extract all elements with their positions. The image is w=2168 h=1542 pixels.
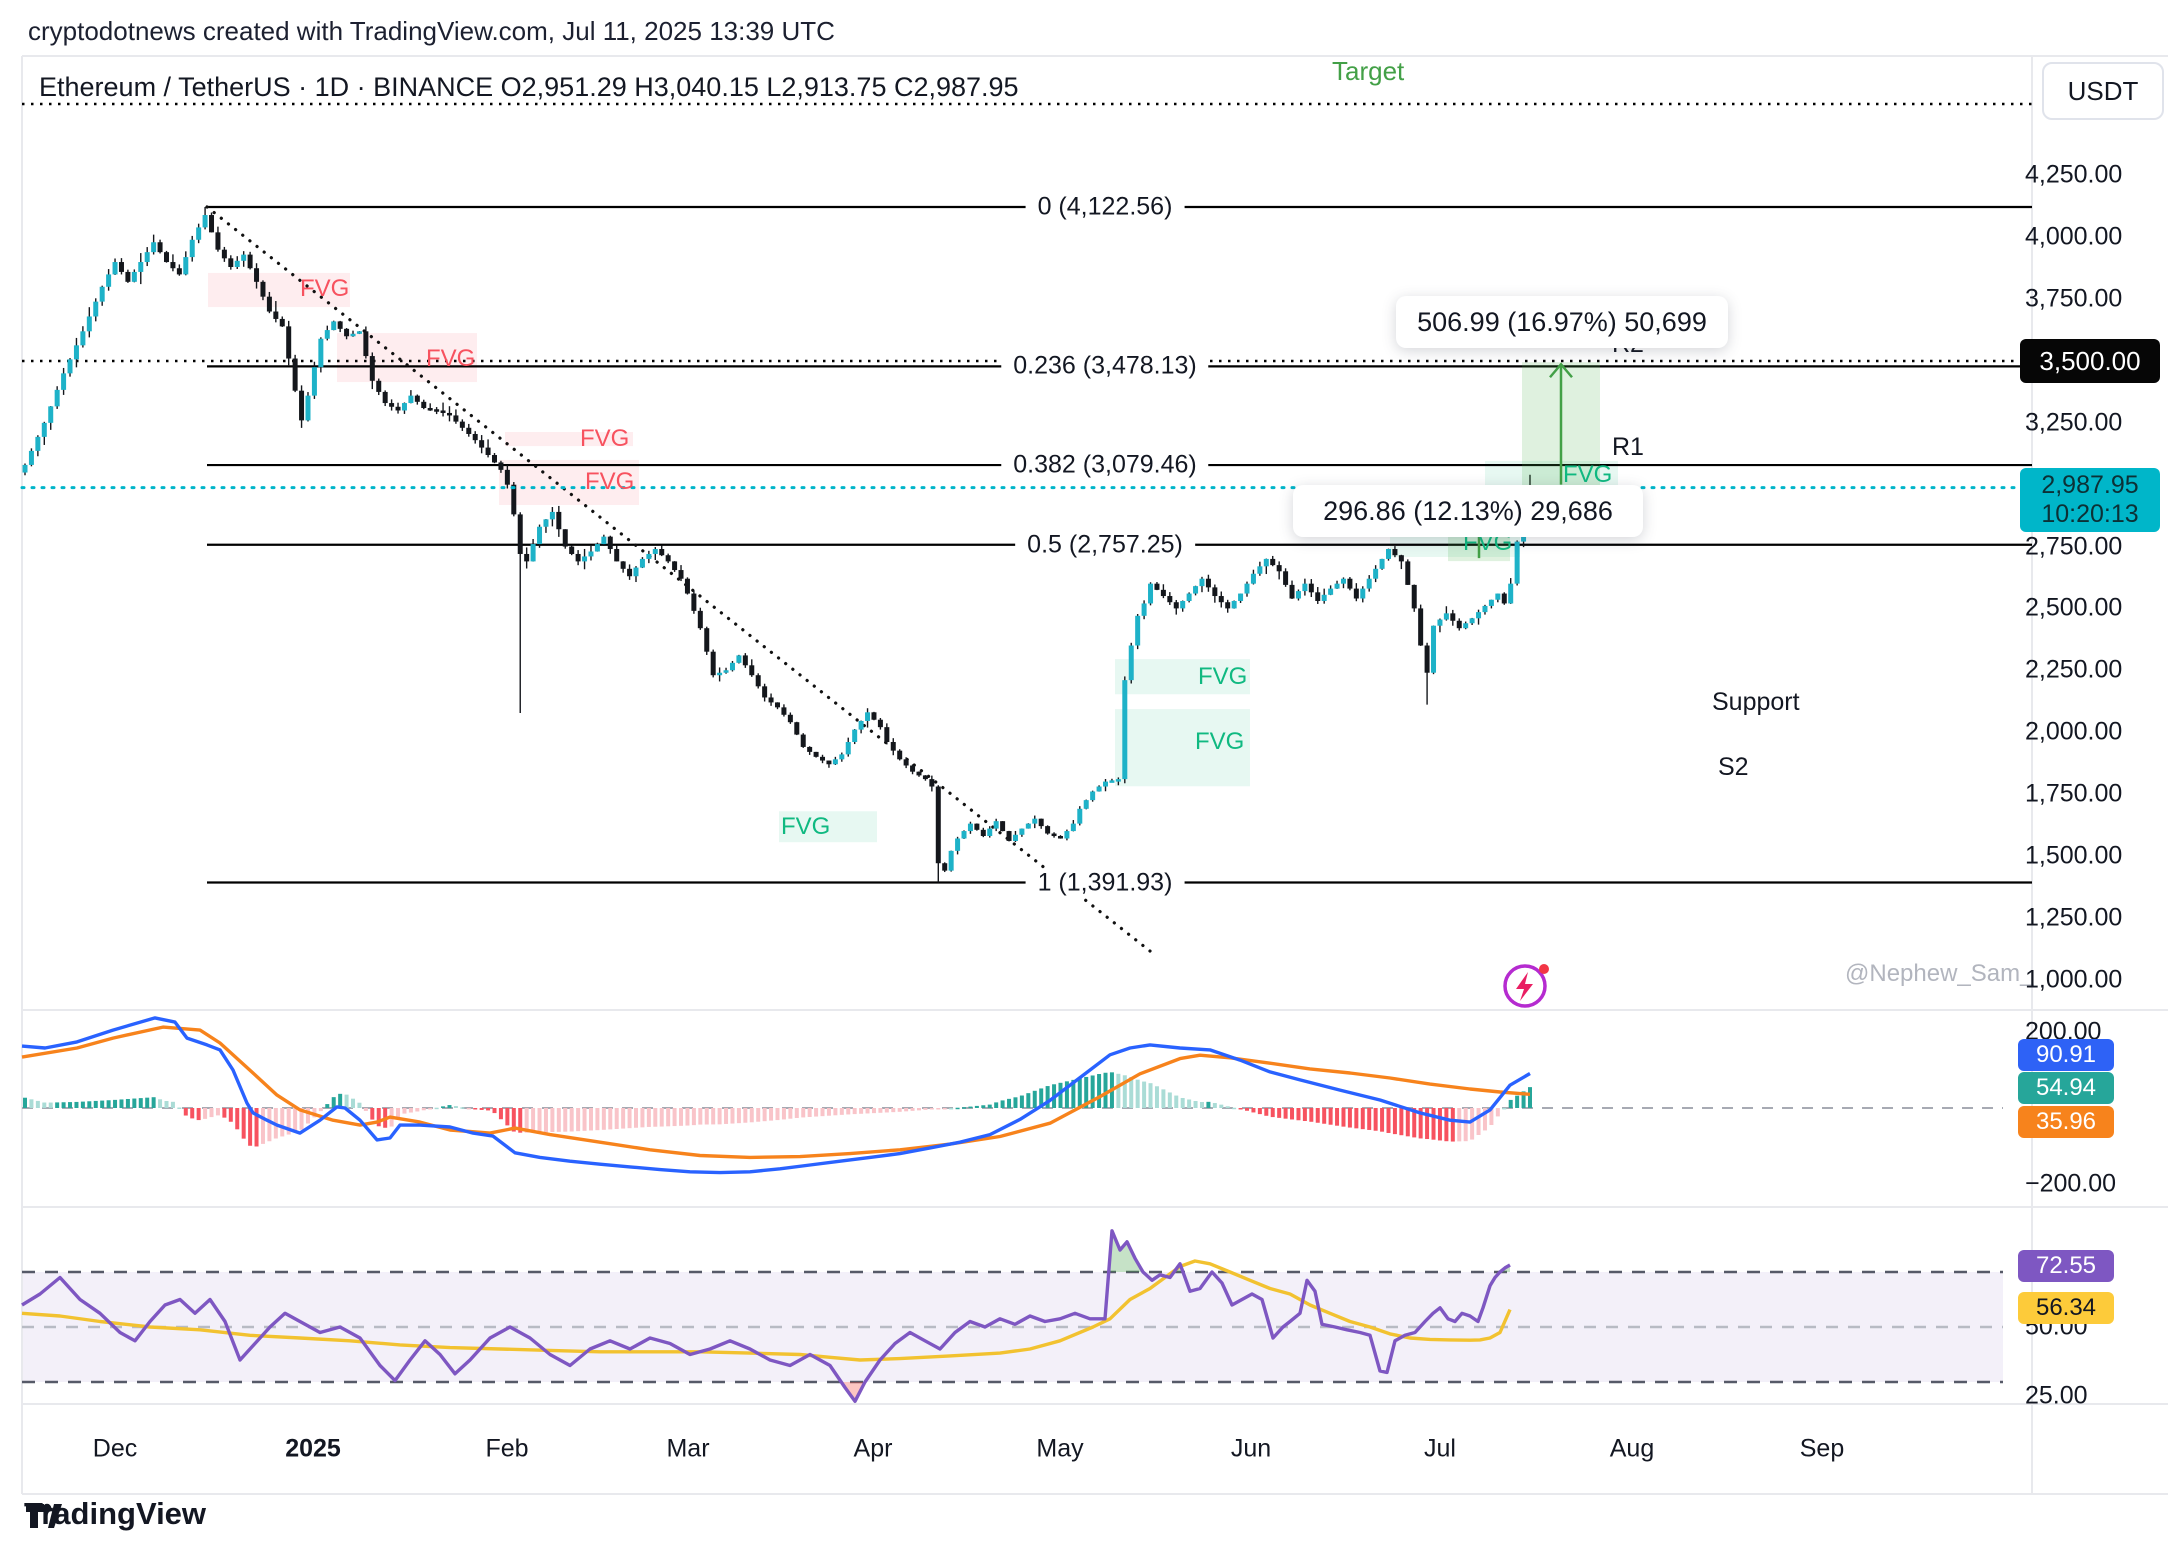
macd-value-badge-orange: 35.96	[2018, 1106, 2114, 1138]
tradingview-logo-icon	[26, 1503, 62, 1528]
time-axis-label[interactable]: Aug	[1609, 1434, 1655, 1463]
brand-attribution: cryptodotnews created with TradingView.c…	[28, 16, 835, 46]
time-axis-label[interactable]: Feb	[485, 1434, 529, 1463]
flash-reaction-icon[interactable]	[1498, 956, 1558, 1016]
fib-level-label: 0.382 (3,079.46)	[1001, 450, 1209, 480]
fib-level-label: 0.236 (3,478.13)	[1001, 351, 1209, 381]
target-measure-tooltip: 506.99 (16.97%) 50,699	[1396, 296, 1728, 348]
leg-measure-tooltip: 296.86 (12.13%) 29,686	[1293, 485, 1643, 537]
time-axis-label[interactable]: Mar	[666, 1434, 710, 1463]
fvg-zone-label: FVG	[1563, 460, 1613, 488]
fib-level-label: 0.5 (2,757.25)	[1015, 530, 1195, 560]
resistance-1-label: R1	[1612, 433, 1644, 461]
price-axis-label: 3,250.00	[2025, 408, 2123, 437]
indicator-axis-label: −200.00	[2025, 1169, 2117, 1198]
time-axis-label[interactable]: Dec	[92, 1434, 138, 1463]
price-axis-label: 2,000.00	[2025, 717, 2123, 746]
support-2-label: S2	[1718, 753, 1749, 781]
fvg-zone-label: FVG	[781, 812, 831, 840]
last-price-value: 2,987.95	[2041, 471, 2139, 499]
fib-level-label: 0 (4,122.56)	[1025, 192, 1185, 222]
symbol-ohlc-title[interactable]: Ethereum / TetherUS · 1D · BINANCE O2,95…	[39, 72, 1019, 102]
target-label: Target	[1332, 56, 1405, 86]
price-axis-label: 2,250.00	[2025, 655, 2123, 684]
fib-level-label: 1 (1,391.93)	[1025, 868, 1185, 898]
price-axis-label: 1,000.00	[2025, 965, 2123, 993]
fvg-zone-label: FVG	[426, 345, 476, 373]
indicator-axis-label: 25.00	[2025, 1381, 2088, 1410]
support-label: Support	[1712, 688, 1800, 716]
price-level-badge: 3,500.00	[2020, 339, 2160, 383]
price-level-badge-value: 3,500.00	[2039, 345, 2141, 376]
macd-value-badge-teal: 54.94	[2018, 1072, 2114, 1104]
price-axis-label: 2,750.00	[2025, 532, 2123, 561]
author-watermark: @Nephew_Sam_	[1845, 960, 2034, 987]
price-axis-label: 2,500.00	[2025, 593, 2123, 622]
macd-value-badge-blue: 90.91	[2018, 1039, 2114, 1071]
price-axis-label: 4,250.00	[2025, 160, 2123, 189]
last-price-badge: 2,987.95 10:20:13	[2020, 468, 2160, 532]
time-axis-label[interactable]: Jul	[1424, 1434, 1456, 1463]
time-axis-label[interactable]: 2025	[285, 1434, 341, 1463]
rsi-ma-value-badge: 56.34	[2018, 1292, 2114, 1324]
price-axis-label: 1,500.00	[2025, 841, 2123, 870]
fvg-zone-label: FVG	[580, 424, 630, 452]
currency-toggle-button[interactable]: USDT	[2042, 62, 2164, 120]
fvg-zone-label: FVG	[585, 468, 635, 496]
price-axis-label: 4,000.00	[2025, 222, 2123, 251]
time-axis-label[interactable]: Sep	[1799, 1434, 1845, 1463]
rsi-value-badge: 72.55	[2018, 1250, 2114, 1282]
tradingview-logo[interactable]: TradingView	[24, 1496, 206, 1532]
price-axis-label: 1,250.00	[2025, 903, 2123, 932]
price-axis-label: 1,750.00	[2025, 779, 2123, 808]
time-axis-label[interactable]: Jun	[1230, 1434, 1272, 1463]
fvg-zone-label: FVG	[300, 275, 350, 303]
bar-countdown: 10:20:13	[2041, 500, 2139, 528]
time-axis-label[interactable]: May	[1036, 1434, 1084, 1463]
price-axis-label: 3,750.00	[2025, 284, 2123, 313]
fvg-zone-label: FVG	[1195, 727, 1245, 755]
fvg-zone-label: FVG	[1198, 662, 1248, 690]
time-axis-label[interactable]: Apr	[853, 1434, 893, 1463]
